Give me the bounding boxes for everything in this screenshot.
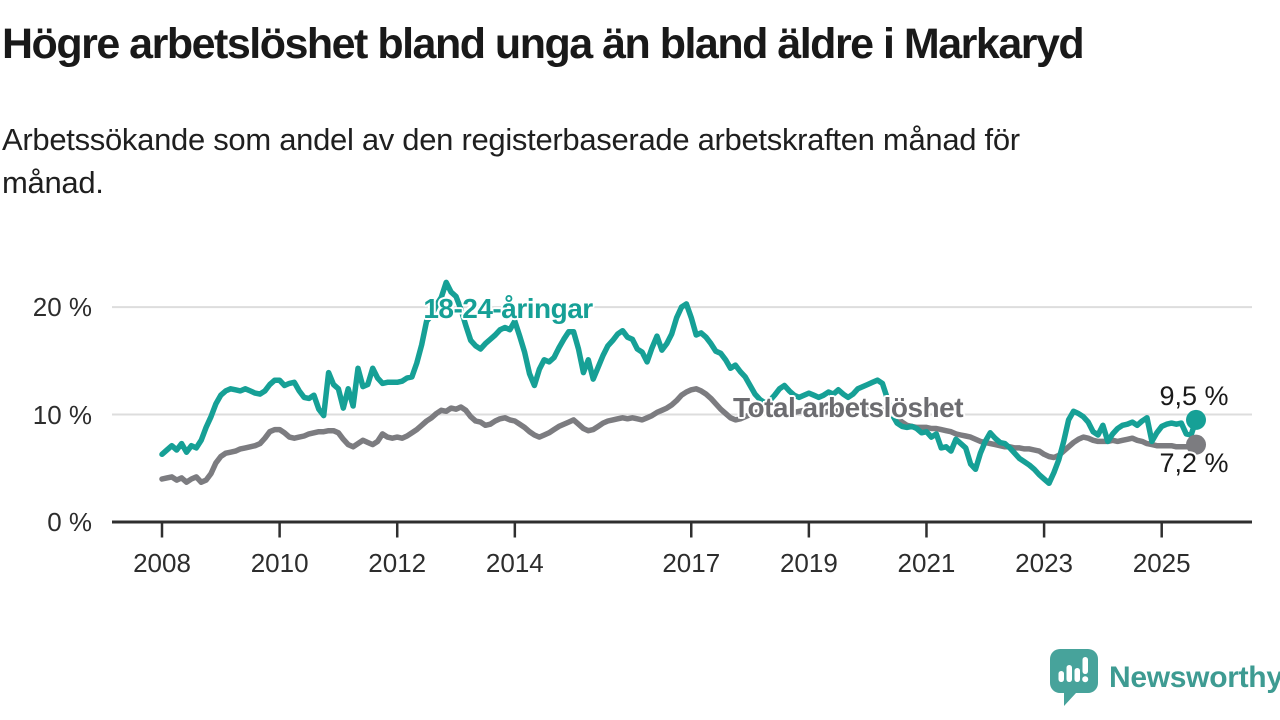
y-axis-label-20: 20 %	[32, 292, 92, 323]
chart-subtitle: Arbetssökande som andel av den registerb…	[2, 118, 1272, 204]
x-axis-label-2012: 2012	[368, 548, 427, 578]
chart-subtitle-line2: månad.	[2, 165, 104, 200]
x-axis-label-2008: 2008	[133, 548, 191, 578]
newsworthy-logo: Newsworthy	[1050, 649, 1280, 706]
end-value-label-total: 7,2 %	[1159, 448, 1229, 478]
x-axis-label-2023: 2023	[1015, 548, 1073, 578]
x-axis-label-2019: 2019	[779, 548, 838, 578]
newsworthy-logo-icon	[1050, 649, 1098, 706]
page-title: Högre arbetslöshet bland unga än bland ä…	[2, 20, 1085, 68]
x-axis-label-2025: 2025	[1132, 548, 1191, 578]
newsworthy-logo-text: Newsworthy	[1109, 660, 1280, 694]
series-end-dot-18-24-åringar	[1186, 409, 1207, 430]
series-label-18-24: 18-24-åringar	[423, 293, 593, 324]
series-end-dot-Total arbetslöshet	[1186, 434, 1207, 455]
series-line-18-24-åringar	[159, 279, 1199, 487]
series-line-Total arbetslöshet	[159, 386, 1199, 485]
y-axis-label-0: 0 %	[47, 507, 92, 537]
x-axis-label-2017: 2017	[662, 548, 721, 578]
chart-subtitle-line1: Arbetssökande som andel av den registerb…	[2, 122, 1020, 157]
y-axis-label-10: 10 %	[32, 399, 92, 430]
end-value-label-18-24: 9,5 %	[1159, 381, 1229, 411]
x-axis-label-2010: 2010	[250, 548, 309, 578]
x-axis-label-2021: 2021	[897, 548, 956, 578]
series-label-total: Total arbetslöshet	[732, 392, 964, 423]
x-axis-label-2014: 2014	[485, 548, 544, 578]
